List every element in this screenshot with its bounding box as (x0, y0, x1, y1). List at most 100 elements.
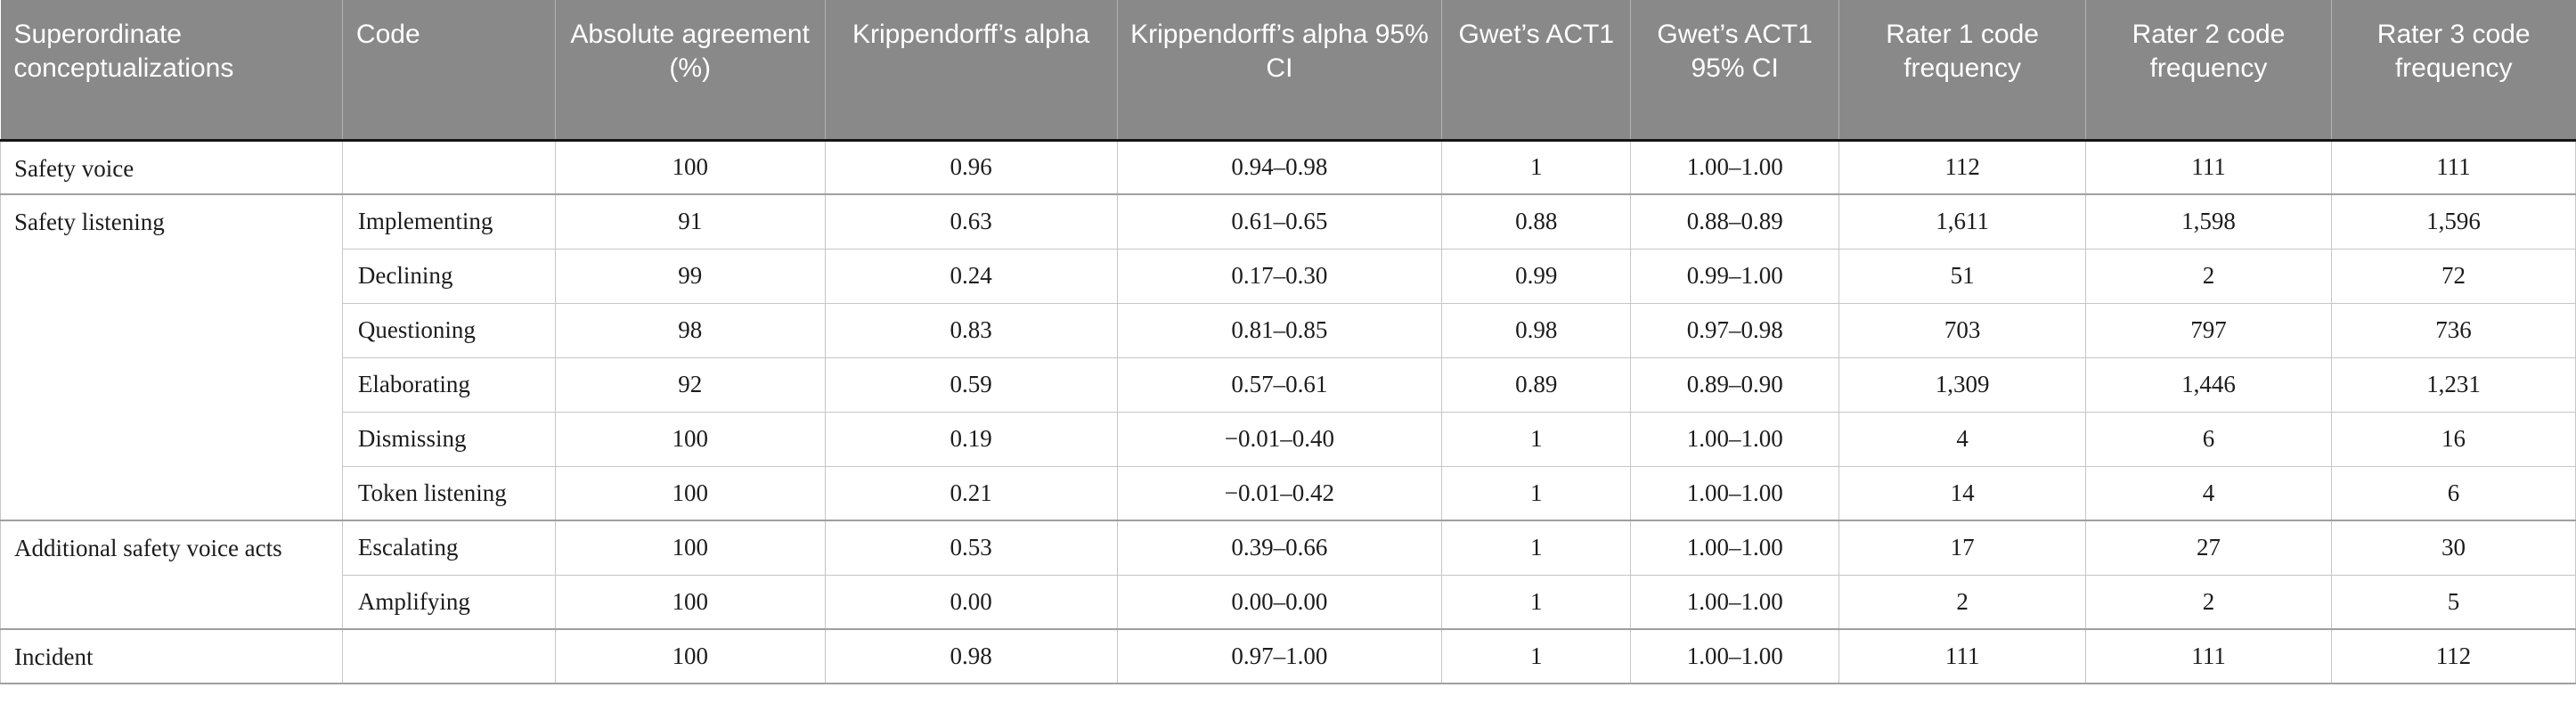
column-header-gwets-act1: Gwet’s ACT1 (1441, 0, 1632, 142)
value-cell: 0.83 (824, 302, 1118, 358)
value-cell: 1,598 (2085, 193, 2332, 250)
value-cell: 1.00–1.00 (1630, 139, 1840, 195)
code-cell: Implementing (341, 193, 556, 250)
value-cell: 111 (1838, 628, 2087, 684)
value-cell: 0.98 (824, 628, 1118, 684)
value-cell: 100 (554, 628, 826, 684)
value-cell: 0.89–0.90 (1630, 356, 1840, 413)
value-cell: 736 (2330, 302, 2576, 358)
value-cell: 1,309 (1838, 356, 2087, 413)
table-row: Amplifying 100 0.00 0.00–0.00 1 1.00–1.00 2 2 5 (1, 574, 2576, 630)
value-cell: 111 (2330, 139, 2576, 195)
interrater-reliability-table: Superordinate conceptualizations Code Abso… (0, 0, 2576, 684)
column-header-code: Code (342, 0, 556, 142)
table-row: Additional safety voice acts Escalating 10… (0, 520, 2576, 630)
value-cell: 1 (1441, 465, 1632, 521)
table-row: Dismissing 100 0.19 −0.01–0.40 1 1.00–1.00 4 6 1… (1, 411, 2576, 467)
value-cell: 0.98 (1441, 302, 1632, 358)
code-cell: Questioning (341, 302, 556, 358)
value-cell: 27 (2085, 520, 2332, 576)
value-cell: 0.57–0.61 (1116, 356, 1443, 413)
column-header-rater2-code-frequency: Rater 2 code frequency (2085, 0, 2332, 142)
table-row: Incident 100 0.98 0.97–1.00 1 1.00–1.00 111 111… (0, 628, 2576, 684)
code-cell: Amplifying (341, 574, 556, 630)
code-cell (341, 139, 556, 195)
value-cell: 100 (554, 139, 826, 195)
value-cell: 1.00–1.00 (1630, 465, 1840, 521)
value-cell: 703 (1838, 302, 2087, 358)
column-header-krippendorff-alpha: Krippendorff’s alpha (825, 0, 1118, 142)
value-cell: 0.99–1.00 (1630, 248, 1840, 304)
value-cell: 112 (2330, 628, 2576, 684)
value-cell: 6 (2085, 411, 2332, 467)
value-cell: 2 (2085, 248, 2332, 304)
value-cell: 4 (2085, 465, 2332, 521)
table-header: Superordinate conceptualizations Code Abso… (0, 0, 2576, 142)
table-row: Token listening 100 0.21 −0.01–0.42 1 1.00–1.… (1, 465, 2576, 521)
value-cell: −0.01–0.42 (1116, 465, 1443, 521)
value-cell: 112 (1838, 139, 2087, 195)
value-cell: 2 (1838, 574, 2087, 630)
value-cell: 0.00 (824, 574, 1118, 630)
value-cell: 1 (1441, 574, 1632, 630)
column-header-superordinate-conceptualizations: Superordinate conceptualizations (0, 0, 343, 142)
value-cell: 1 (1441, 139, 1632, 195)
column-header-krippendorff-alpha-95ci: Krippendorff’s alpha 95% CI (1117, 0, 1443, 142)
value-cell: 14 (1838, 465, 2087, 521)
table-row: Declining 99 0.24 0.17–0.30 0.99 0.99–1.00 51 2… (1, 248, 2576, 304)
value-cell: 0.17–0.30 (1116, 248, 1443, 304)
value-cell: 51 (1838, 248, 2087, 304)
value-cell: 100 (554, 574, 826, 630)
value-cell: 797 (2085, 302, 2332, 358)
value-cell: 6 (2330, 465, 2576, 521)
code-cell: Escalating (341, 520, 556, 576)
value-cell: 1.00–1.00 (1630, 628, 1840, 684)
value-cell: 92 (554, 356, 826, 413)
value-cell: 0.53 (824, 520, 1118, 576)
value-cell: 0.24 (824, 248, 1118, 304)
value-cell: 0.19 (824, 411, 1118, 467)
code-cell: Dismissing (341, 411, 556, 467)
value-cell: 0.96 (824, 139, 1118, 195)
value-cell: 4 (1838, 411, 2087, 467)
value-cell: 111 (2085, 139, 2332, 195)
table-row: Safety voice 100 0.96 0.94–0.98 1 1.00–1.00 11… (0, 139, 2576, 195)
value-cell: 0.63 (824, 193, 1118, 250)
value-cell: 0.39–0.66 (1116, 520, 1443, 576)
value-cell: 5 (2330, 574, 2576, 630)
value-cell: 1,446 (2085, 356, 2332, 413)
value-cell: 0.81–0.85 (1116, 302, 1443, 358)
group-label: Safety listening (0, 193, 343, 521)
value-cell: 1.00–1.00 (1630, 520, 1840, 576)
table-body: Safety voice 100 0.96 0.94–0.98 1 1.00–1.00 11… (0, 139, 2576, 684)
value-cell: 0.59 (824, 356, 1118, 413)
column-header-rater1-code-frequency: Rater 1 code frequency (1838, 0, 2087, 142)
value-cell: 16 (2330, 411, 2576, 467)
value-cell: 99 (554, 248, 826, 304)
value-cell: 0.88–0.89 (1630, 193, 1840, 250)
value-cell: 111 (2085, 628, 2332, 684)
value-cell: 1,231 (2330, 356, 2576, 413)
value-cell: 100 (554, 411, 826, 467)
code-cell: Elaborating (341, 356, 556, 413)
value-cell: 1.00–1.00 (1630, 411, 1840, 467)
value-cell: 0.00–0.00 (1116, 574, 1443, 630)
value-cell: 0.88 (1441, 193, 1632, 250)
value-cell: 0.99 (1441, 248, 1632, 304)
value-cell: 1 (1441, 520, 1632, 576)
value-cell: 0.94–0.98 (1116, 139, 1443, 195)
value-cell: 0.61–0.65 (1116, 193, 1443, 250)
value-cell: 2 (2085, 574, 2332, 630)
value-cell: 100 (554, 465, 826, 521)
value-cell: 1,596 (2330, 193, 2576, 250)
value-cell: 1 (1441, 628, 1632, 684)
table-row: Safety listening Implementing 91 0.63 0.61–0… (0, 193, 2576, 521)
value-cell: 0.89 (1441, 356, 1632, 413)
table-row: Elaborating 92 0.59 0.57–0.61 0.89 0.89–0.90 1… (1, 356, 2576, 413)
code-cell (341, 628, 556, 684)
group-label: Additional safety voice acts (0, 520, 343, 630)
value-cell: 91 (554, 193, 826, 250)
value-cell: 0.97–1.00 (1116, 628, 1443, 684)
code-cell: Token listening (341, 465, 556, 521)
group-label: Incident (0, 628, 343, 684)
